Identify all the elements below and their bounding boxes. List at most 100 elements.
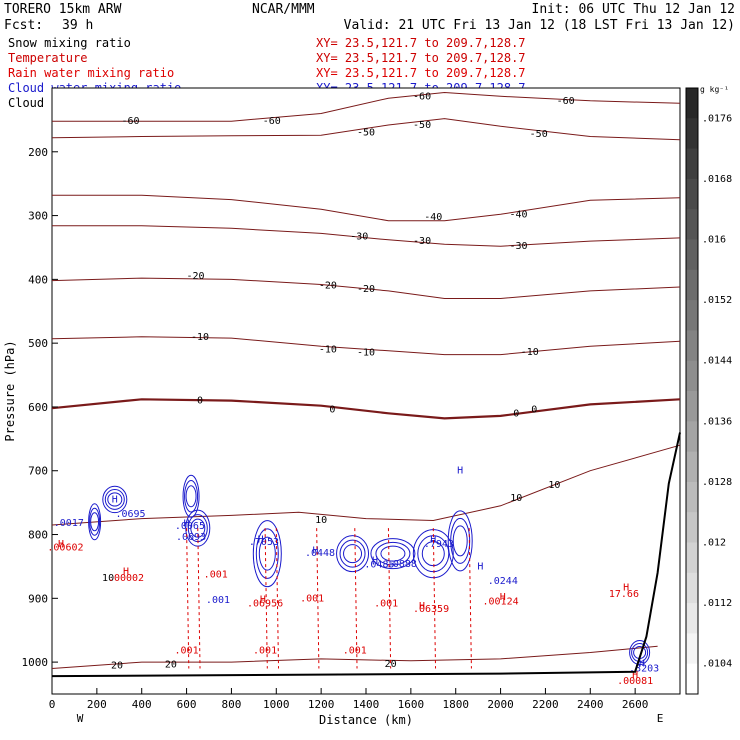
x-tick-label: 1000 [263, 698, 290, 711]
cloud-water-contour [89, 507, 101, 536]
isotherm-label: 0 [513, 408, 519, 419]
cloud-water-contour [252, 520, 282, 588]
x-axis-title: Distance (km) [319, 713, 413, 727]
cloud-water-contour [447, 510, 473, 572]
x-tick-label: 2600 [622, 698, 649, 711]
isotherm-label: 10 [102, 573, 114, 584]
colorbar-tick-label: .0176 [702, 113, 732, 124]
init-time: Init: 06 UTC Thu 12 Jan 12 [532, 2, 736, 17]
cloud-water-label: H [430, 535, 436, 546]
cloud-water-label: H [258, 535, 264, 546]
colorbar-tick-label: .016 [702, 235, 726, 246]
field-xy: XY= 23.5,121.7 to 209.7,128.7 [316, 66, 526, 80]
isotherm-line [51, 444, 681, 526]
cloud-water-contour [380, 545, 406, 562]
colorbar-tick-label: .0152 [702, 295, 732, 306]
terrain-layer [51, 432, 681, 678]
east-label: E [657, 712, 664, 725]
colorbar-swatch [686, 300, 698, 331]
colorbar-frame [685, 87, 699, 695]
cloud-water-label: .7943 [424, 539, 454, 550]
cloud-water-contour [370, 538, 416, 570]
rain-label: .00602 [47, 542, 83, 553]
isotherm-label: -10 [319, 345, 337, 356]
rain-label: .001 [343, 646, 367, 657]
y-tick-label: 200 [28, 146, 48, 159]
model-title: TORERO 15km ARW [4, 2, 122, 17]
x-tick-label: 2200 [532, 698, 559, 711]
isotherm-label: -50 [530, 129, 548, 140]
isotherm-label: -10 [191, 332, 209, 343]
cloud-water-contours: HH.0695.0017 H.0065.0693 H.7053 H.7943H.044… [54, 466, 659, 675]
rain-contour [316, 528, 320, 669]
rain-label: 17.66 [609, 589, 639, 600]
colorbar-swatch [686, 88, 698, 119]
rain-label: .00002 [108, 573, 144, 584]
x-tick-label: 2000 [487, 698, 514, 711]
west-label: W [77, 712, 84, 725]
rain-label: H [260, 595, 266, 606]
isotherm-label: -40 [509, 209, 527, 220]
field-xy: XY= 23.5,121.7 to 209.7,128.7 [316, 36, 526, 50]
isotherm-line [51, 398, 681, 420]
isotherm-label: -50 [357, 128, 375, 139]
colorbar-swatch [686, 542, 698, 574]
isotherm-label: 20 [165, 660, 177, 671]
isotherm-label: -20 [187, 271, 205, 282]
field-name: Temperature [8, 51, 87, 65]
isotherm-line [52, 225, 681, 247]
field-name: Rain water mixing ratio [8, 66, 174, 80]
rain-label: .00081 [617, 676, 653, 687]
colorbar-swatch [686, 148, 698, 180]
isotherm-line [52, 194, 681, 222]
colorbar-swatch [686, 118, 698, 150]
terrain-line [51, 432, 681, 678]
cloud-water-contour [102, 485, 128, 514]
rain-label: H [123, 567, 129, 578]
isotherm-label: -40 [424, 212, 442, 223]
isotherm-label: -60 [121, 116, 139, 127]
colorbar-swatch [686, 330, 698, 362]
cloud-water-contour [336, 535, 370, 573]
colorbar-swatch [686, 481, 698, 513]
cloud-water-label: H [313, 545, 319, 556]
axes: 0 200 400 600 800 1000 1200 1400 1600 1800 2000 220… [22, 146, 649, 711]
colorbar-swatch [686, 360, 698, 392]
y-tick-label: 700 [28, 465, 48, 478]
colorbar-swatch [686, 269, 698, 301]
cloud-water-label: .0888 [387, 559, 417, 570]
cloud-water-label: .0693 [176, 532, 206, 543]
rain-contour [387, 528, 392, 669]
rain-label: H [500, 592, 506, 603]
cloud-water-contour [182, 474, 200, 518]
isotherm-label: 0 [531, 404, 537, 415]
isotherm-line [51, 277, 681, 299]
cloud-water-label: H [184, 519, 190, 530]
rain-contour [275, 528, 280, 669]
x-tick-label: 0 [49, 698, 56, 711]
temperature-contours: -60 -60 -60 -60 -50 -50 -50 -40 -40 -30 -30 -30 -20 -… [51, 91, 681, 671]
isotherm-label: -10 [357, 348, 375, 359]
forecast-label: Fcst: [4, 18, 43, 33]
cloud-water-contour [631, 643, 649, 663]
cloud-water-label: .001 [206, 595, 230, 606]
cloud-water-contour [107, 492, 123, 507]
colorbar-tick-label: .0136 [702, 416, 732, 427]
isotherm-line [51, 336, 681, 356]
colorbar-tick-label: .0112 [702, 598, 732, 609]
cloud-water-contour [255, 528, 279, 579]
isotherm-label: -10 [521, 347, 539, 358]
x-tick-label: 800 [221, 698, 241, 711]
isotherm-label: -60 [413, 91, 431, 102]
y-tick-label: 300 [28, 210, 48, 223]
isotherm-label: 0 [197, 396, 203, 407]
cloud-water-label: .0017 [54, 518, 84, 529]
cloud-water-label: .0485 [364, 560, 394, 571]
isotherm-label: -20 [319, 281, 337, 292]
plot-frame [51, 87, 681, 695]
colorbar-swatch [686, 603, 698, 634]
cloud-water-label: .0065 [175, 521, 205, 532]
isotherm-label: 20 [111, 660, 123, 671]
center-title: NCAR/MMM [252, 2, 315, 17]
